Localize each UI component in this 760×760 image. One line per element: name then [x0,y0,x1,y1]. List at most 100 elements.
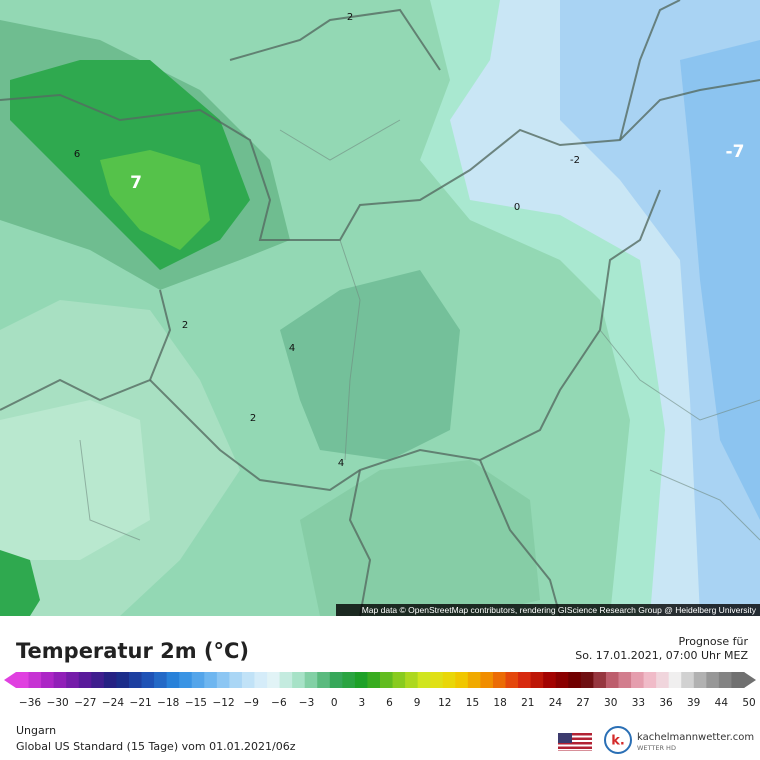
colorbar-swatch [605,672,619,688]
colorbar-tick-label: −21 [130,697,152,709]
model-info: Global US Standard (15 Tage) vom 01.01.2… [16,740,296,753]
colorbar-swatch [668,672,682,688]
colorbar-tick-label: −36 [19,697,41,709]
colorbar-swatch [241,672,255,688]
colorbar-swatch [216,672,230,688]
colorbar-swatch [568,672,582,688]
colorbar-swatch [392,672,406,688]
colorbar-swatch [329,672,343,688]
colorbar-swatch [380,672,394,688]
colorbar-tick-label: 3 [359,697,366,709]
colorbar-swatch [53,672,67,688]
forecast-label: Prognose für [679,635,749,648]
contour-label: 2 [347,12,353,23]
contour-label: -2 [570,155,580,166]
colorbar-swatch [631,672,645,688]
colorbar-swatch [455,672,469,688]
colorbar-swatch [179,672,193,688]
colorbar-swatch [505,672,519,688]
logo-letter: k. [611,734,625,749]
colorbar-swatch [254,672,268,688]
temp-zone [280,270,460,460]
colorbar-swatch [417,672,431,688]
colorbar-swatch [166,672,180,688]
colorbar-swatch [492,672,507,688]
colorbar-swatch [16,672,30,688]
colorbar-tick-label: −24 [102,697,124,709]
logo-site: kachelmannwetter.com [637,732,754,743]
forecast-time: So. 17.01.2021, 07:00 Uhr MEZ [575,649,748,662]
colorbar-swatch [618,672,632,688]
colorbar-swatch [128,672,143,688]
colorbar-arrow [744,672,756,688]
colorbar-swatch [204,672,218,688]
region-border [79,119,760,541]
country-border [0,289,172,411]
colorbar-swatch [141,672,155,688]
colorbar-tick-label: −15 [185,697,207,709]
colorbar-swatch [103,672,117,688]
temp-zone [100,150,210,250]
colorbar-swatch [656,672,670,688]
contour-label: 4 [338,458,344,469]
colorbar-swatch [718,672,732,688]
colorbar-tick-label: 21 [521,697,534,709]
colorbar-swatch [154,672,168,688]
contour-label: 2 [182,320,188,331]
colorbar-tick-label: 15 [466,697,479,709]
colorbar-swatch [442,672,456,688]
colorbar-tick-label: 24 [549,697,563,709]
colorbar-swatch [480,672,494,688]
colorbar-swatch [731,672,745,688]
title: Temperatur 2m (°C) [16,639,249,663]
map: 2 6 7 2 4 2 4 -2 0 -7 Map data © OpenStreetMap co… [0,0,760,617]
country-border [229,8,441,71]
colorbar-swatch [405,672,419,688]
contour-label: 4 [289,343,295,354]
country-border [348,469,372,617]
colorbar-tick-label: 39 [687,697,700,709]
colorbar-swatch [354,672,368,688]
colorbar-swatch [78,672,92,688]
contour-label: -7 [726,142,745,162]
colorbar-swatch [229,672,243,688]
temp-zone [0,400,150,560]
colorbar-tick-label: −9 [243,697,258,709]
colorbar-swatch [267,672,281,688]
contour-label: 2 [250,413,256,424]
colorbar-tick-label: 44 [715,697,729,709]
colorbar-swatch [555,672,569,688]
temp-zone [300,460,540,616]
country-border [0,79,760,241]
colorbar-tick-label: 27 [576,697,589,709]
colorbar-swatch [28,672,42,688]
colorbar-swatch [530,672,544,688]
colorbar-tick-label: 33 [632,697,645,709]
colorbar-swatch [191,672,205,688]
colorbar-swatch [342,672,356,688]
map-labels: 2 6 7 2 4 2 4 -2 0 -7 [74,12,745,469]
logo-sub: WETTER HD [637,744,676,752]
colorbar-swatch [543,672,557,688]
colorbar-swatch [518,672,532,688]
colorbar-swatch [681,672,695,688]
colorbar-tick-label: 12 [438,697,451,709]
colorbar-tick-label: 30 [604,697,617,709]
colorbar-tick-label: −12 [212,697,234,709]
temp-zone [680,40,760,520]
colorbar-swatch [279,672,293,688]
colorbar-tick-label: −6 [271,697,287,709]
contour-label: 6 [74,149,80,160]
colorbar-swatch [580,672,594,688]
colorbar-swatch [292,672,306,688]
colorbar-swatch [66,672,80,688]
colorbar-swatch [367,672,381,688]
colorbar-tick-label: 9 [414,697,421,709]
colorbar-swatch [693,672,707,688]
temp-zone [0,550,40,616]
colorbar-swatch [116,672,130,688]
colorbar-swatch [317,672,331,688]
colorbar-swatch [91,672,105,688]
colorbar-tick-label: 36 [659,697,673,709]
